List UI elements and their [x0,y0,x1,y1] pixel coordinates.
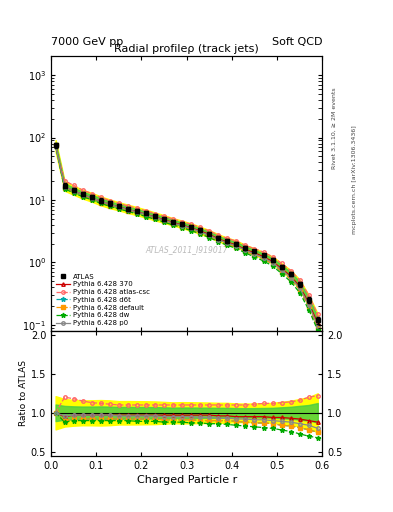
Text: mcplots.cern.ch [arXiv:1306.3436]: mcplots.cern.ch [arXiv:1306.3436] [352,125,357,233]
Legend: ATLAS, Pythia 6.428 370, Pythia 6.428 atlas-csc, Pythia 6.428 d6t, Pythia 6.428 : ATLAS, Pythia 6.428 370, Pythia 6.428 at… [55,272,151,327]
Text: Radial profileρ (track jets): Radial profileρ (track jets) [114,44,259,54]
Text: ATLAS_2011_I919017: ATLAS_2011_I919017 [145,245,228,254]
Text: 7000 GeV pp: 7000 GeV pp [51,37,123,47]
Text: Rivet 3.1.10, ≥ 2M events: Rivet 3.1.10, ≥ 2M events [332,87,337,169]
Text: Soft QCD: Soft QCD [272,37,322,47]
X-axis label: Charged Particle r: Charged Particle r [136,475,237,485]
Y-axis label: Ratio to ATLAS: Ratio to ATLAS [19,360,28,426]
